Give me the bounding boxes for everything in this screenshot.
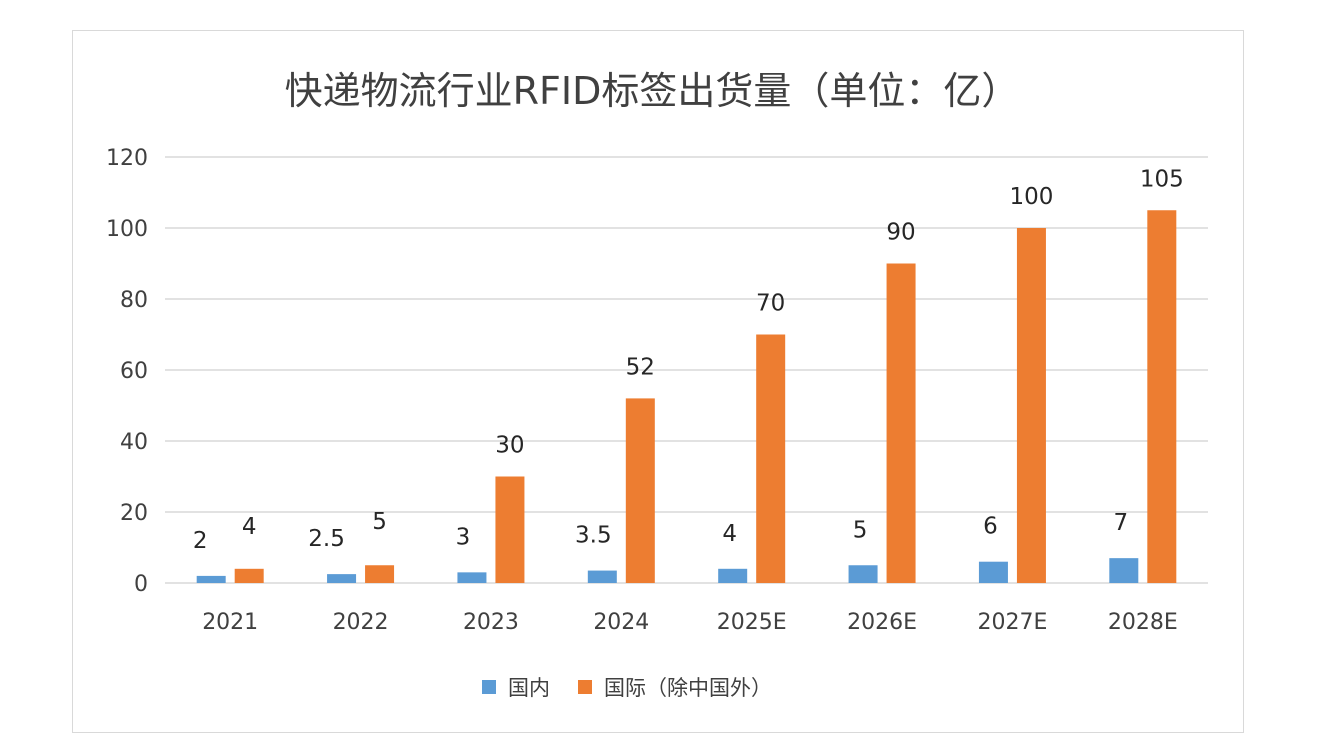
data-labels: 2 4 2.5 5 3 30 3.5 52 4 70 5 90 6 100 7 105 (193, 166, 1184, 554)
data-label-domestic: 3 (456, 524, 471, 550)
bar-international (756, 334, 786, 583)
data-label-international: 5 (372, 509, 387, 535)
bar-international (886, 263, 916, 583)
bar-international (1016, 228, 1046, 583)
bar-domestic (196, 575, 226, 583)
data-label-domestic: 5 (853, 517, 868, 543)
bar-international (495, 476, 525, 583)
data-label-domestic: 6 (983, 514, 998, 540)
data-label-domestic: 7 (1113, 510, 1128, 536)
y-tick-label: 60 (120, 359, 148, 384)
bar-domestic (978, 561, 1008, 583)
x-tick-label: 2026E (847, 610, 917, 635)
y-axis-ticks: 0 20 40 60 80 100 120 (106, 146, 148, 597)
x-axis-ticks: 2021 2022 2023 2024 2025E 2026E 2027E 2028E (202, 610, 1178, 635)
x-tick-label: 2024 (593, 610, 649, 635)
y-tick-label: 100 (106, 217, 148, 242)
legend-label: 国内 (508, 676, 550, 700)
bars (196, 210, 1177, 583)
data-label-domestic: 2 (193, 528, 208, 554)
bar-domestic (457, 572, 487, 583)
x-tick-label: 2022 (333, 610, 389, 635)
bar-domestic (1109, 558, 1139, 583)
y-tick-label: 40 (120, 430, 148, 455)
chart-title: 快递物流行业RFID标签出货量（单位：亿） (285, 69, 1020, 113)
x-tick-label: 2025E (717, 610, 787, 635)
legend-swatch (578, 680, 592, 694)
bar-domestic (327, 574, 357, 583)
data-label-international: 90 (886, 220, 915, 246)
gridlines (165, 156, 1208, 584)
data-label-domestic: 4 (722, 521, 737, 547)
data-label-domestic: 3.5 (575, 523, 612, 549)
bar-domestic (587, 570, 617, 583)
legend-swatch (482, 680, 496, 694)
data-label-international: 4 (242, 514, 257, 540)
bar-international (1147, 210, 1177, 583)
x-tick-label: 2023 (463, 610, 519, 635)
bar-domestic (848, 565, 878, 583)
data-label-international: 100 (1009, 184, 1053, 210)
data-label-international: 70 (756, 291, 785, 317)
legend-label: 国际（除中国外） (604, 676, 772, 700)
y-tick-label: 120 (106, 146, 148, 171)
y-tick-label: 0 (134, 572, 148, 597)
data-label-international: 105 (1140, 166, 1184, 192)
data-label-domestic: 2.5 (308, 526, 345, 552)
x-tick-label: 2027E (977, 610, 1047, 635)
bar-domestic (718, 568, 748, 583)
chart-frame (72, 30, 1244, 733)
x-tick-label: 2028E (1108, 610, 1178, 635)
y-tick-label: 80 (120, 288, 148, 313)
legend: 国内 国际（除中国外） (482, 676, 772, 700)
bar-international (625, 398, 655, 583)
x-tick-label: 2021 (202, 610, 258, 635)
y-tick-label: 20 (120, 501, 148, 526)
bar-international (365, 565, 395, 583)
data-label-international: 52 (626, 354, 655, 380)
bar-international (234, 568, 264, 583)
data-label-international: 30 (495, 433, 524, 459)
